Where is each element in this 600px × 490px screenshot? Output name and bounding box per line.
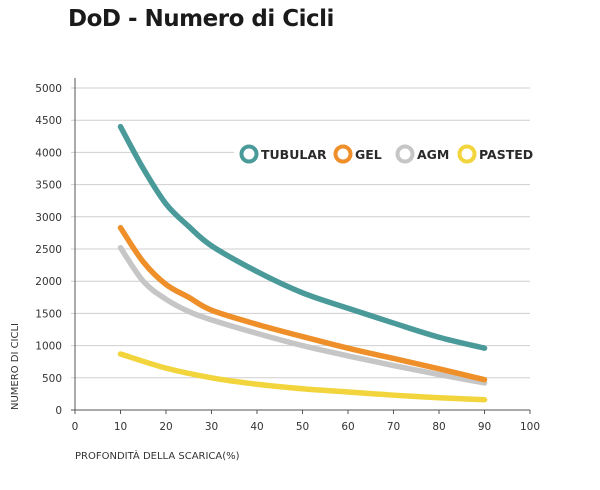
x-tick-label: 80 [432,421,445,433]
y-tick-label: 4500 [35,115,62,127]
x-axis-label: PROFONDITÀ DELLA SCARICA(%) [75,449,240,462]
legend-label-tubular: TUBULAR [261,147,327,162]
x-tick-label: 20 [159,421,172,433]
y-tick-label: 1000 [35,341,62,353]
x-tick-label: 70 [387,421,400,433]
x-tick-label: 50 [296,421,309,433]
y-tick-labels: 0 500 1000 1500 2000 2500 3000 3500 4000 4500 5000 [35,83,62,417]
y-axis-label: NUMERO DI CICLI [10,323,21,410]
y-tick-label: 2500 [35,244,62,256]
y-tick-label: 2000 [35,276,62,288]
series-line-agm [117,244,488,386]
legend-label-agm: AGM [417,147,449,162]
x-tick-label: 0 [72,421,79,433]
series-line-pasted [117,351,488,403]
x-tick-label: 90 [478,421,491,433]
y-tick-label: 3000 [35,212,62,224]
x-tick-label: 100 [520,421,540,433]
chart-title: DoD - Numero di Cicli [68,6,334,32]
legend-marker-agm [395,144,415,164]
x-tick-label: 10 [114,421,127,433]
y-tick-label: 500 [42,373,62,385]
series-lines [117,123,488,403]
series-line-gel [117,225,488,383]
legend-marker-gel [333,144,353,164]
x-tick-label: 30 [205,421,218,433]
x-tick-label: 40 [250,421,263,433]
y-tick-label: 3500 [35,180,62,192]
legend: TUBULAR GEL AGM PASTED [234,140,534,168]
legend-background [234,140,534,168]
y-tick-label: 0 [55,405,62,417]
y-tick-label: 4000 [35,147,62,159]
legend-marker-pasted [457,144,477,164]
legend-marker-tubular [239,144,259,164]
legend-label-gel: GEL [355,147,382,162]
legend-label-pasted: PASTED [479,147,533,162]
y-tick-label: 1500 [35,308,62,320]
series-line-tubular [117,123,488,351]
x-tick-labels: 0 10 20 30 40 50 60 70 80 90 100 [72,421,540,433]
x-tick-label: 60 [341,421,354,433]
axes [71,78,531,414]
y-tick-label: 5000 [35,83,62,95]
